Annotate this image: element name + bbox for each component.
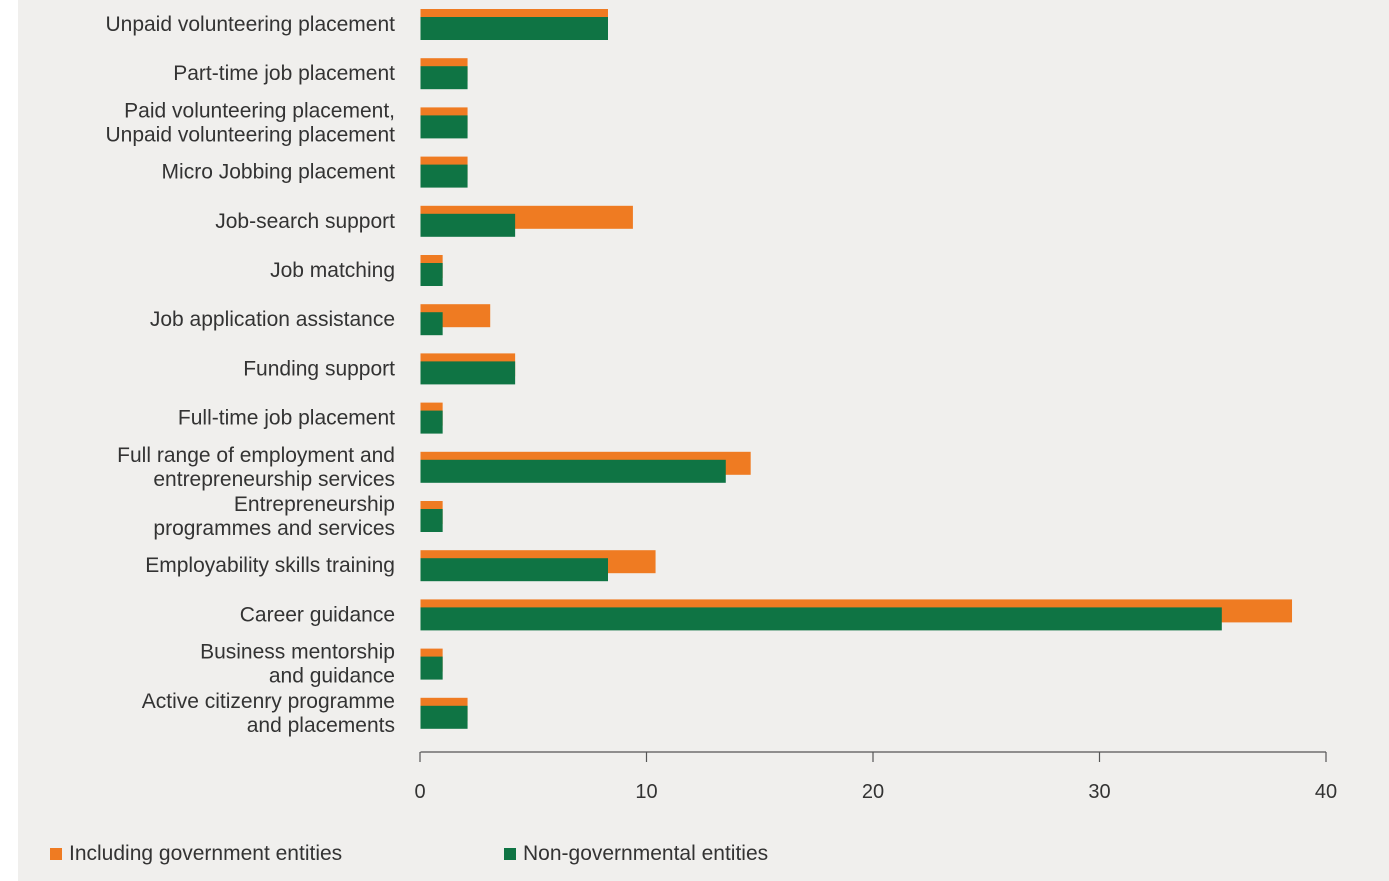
bar-nongovernmental-6 xyxy=(420,312,443,336)
x-tick-label-0: 0 xyxy=(414,781,425,803)
legend-swatch-government xyxy=(50,848,62,860)
legend-label-nongovernmental: Non-governmental entities xyxy=(523,842,769,865)
category-label-4: Job-search support xyxy=(215,210,395,233)
category-label-12: Career guidance xyxy=(240,603,395,626)
bar-nongovernmental-0 xyxy=(420,17,608,40)
bar-nongovernmental-4 xyxy=(420,213,516,237)
bar-chart: Unpaid volunteering placement Part-time j… xyxy=(105,5,1337,803)
category-label-1: Part-time job placement xyxy=(173,62,395,85)
category-label-14: Active citizenry programme and placements xyxy=(142,690,395,737)
category-label-7: Funding support xyxy=(243,357,395,380)
bar-nongovernmental-3 xyxy=(420,164,468,188)
bar-nongovernmental-5 xyxy=(420,263,443,286)
bar-nongovernmental-11 xyxy=(420,558,608,582)
category-label-3: Micro Jobbing placement xyxy=(162,161,396,184)
x-tick-label-1: 10 xyxy=(635,781,657,803)
bars-group xyxy=(420,9,1293,729)
x-tick-label-3: 30 xyxy=(1088,781,1110,803)
category-label-13: Business mentorship and guidance xyxy=(200,641,395,688)
legend-label-government: Including government entities xyxy=(69,842,343,865)
category-label-9: Full range of employment and entrepreneur… xyxy=(117,444,395,491)
bar-nongovernmental-14 xyxy=(420,705,468,729)
chart-panel: Unpaid volunteering placement Part-time j… xyxy=(18,0,1389,881)
legend-item-nongovernmental: Non-governmental entities xyxy=(504,842,768,866)
category-label-11: Employability skills training xyxy=(145,554,395,577)
bar-nongovernmental-8 xyxy=(420,410,443,434)
x-tick-label-2: 20 xyxy=(862,781,884,803)
bar-nongovernmental-10 xyxy=(420,509,443,532)
x-axis: 0 10 20 30 40 xyxy=(414,5,1337,803)
category-labels-group: Unpaid volunteering placement Part-time j… xyxy=(105,13,395,737)
bar-nongovernmental-13 xyxy=(420,656,443,680)
category-label-6: Job application assistance xyxy=(150,308,395,331)
bar-nongovernmental-1 xyxy=(420,66,468,90)
category-label-0: Unpaid volunteering placement xyxy=(105,13,395,36)
bar-nongovernmental-9 xyxy=(420,459,726,483)
bar-nongovernmental-12 xyxy=(420,607,1222,631)
bar-nongovernmental-2 xyxy=(420,115,468,139)
legend-item-government: Including government entities xyxy=(50,842,342,866)
category-label-10: Entrepreneurship programmes and services xyxy=(153,493,395,540)
category-label-8: Full-time job placement xyxy=(178,407,395,430)
bar-nongovernmental-7 xyxy=(420,361,516,385)
legend-swatch-nongovernmental xyxy=(504,848,516,860)
category-label-2: Paid volunteering placement, Unpaid volun… xyxy=(105,99,395,146)
category-label-5: Job matching xyxy=(270,259,395,282)
x-tick-label-4: 40 xyxy=(1315,781,1337,803)
